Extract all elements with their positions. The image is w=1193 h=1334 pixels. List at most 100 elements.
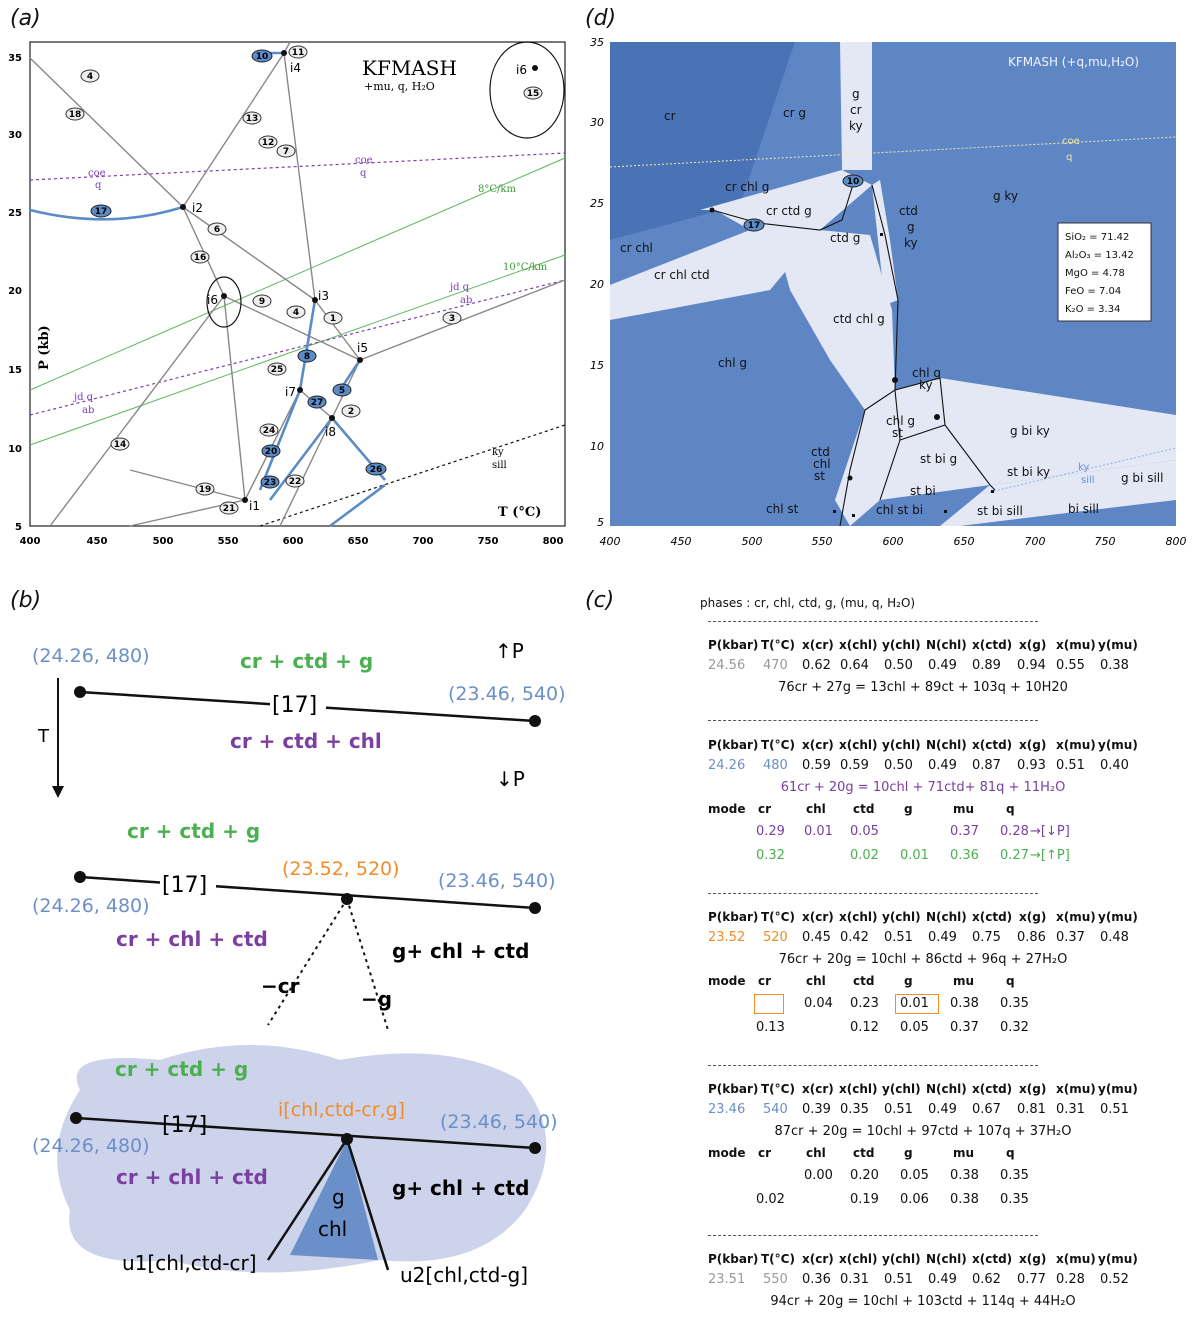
- marker-25: 25: [268, 363, 286, 375]
- d-xtick-600: 600: [883, 535, 904, 548]
- a-ytick-10: 10: [8, 444, 22, 455]
- marker-9: 9: [253, 295, 271, 307]
- field-ky2: ky: [904, 236, 918, 250]
- c-phases: phases : cr, chl, ctd, g, (mu, q, H₂O): [700, 596, 915, 610]
- a-xtick-600: 600: [283, 536, 304, 547]
- a-xtick-400: 400: [20, 536, 41, 547]
- ab-label: ab: [460, 295, 472, 306]
- marker-18: 18: [66, 108, 84, 120]
- comp-k2o: K₂O = 3.34: [1065, 304, 1120, 315]
- b3-inv-label: i[chl,ctd-cr,g]: [278, 1099, 405, 1121]
- panel-a-title: KFMASH: [362, 56, 457, 80]
- b3-pt1: (24.26, 480): [32, 1135, 150, 1157]
- marker-21: 21: [220, 502, 238, 514]
- c-block-3: P(kbar) T(°C) x(cr) x(chl) y(chl) N(chl) x(ctd…: [708, 910, 1138, 1044]
- field-stbig: st bi g: [920, 452, 957, 466]
- svg-text:21: 21: [223, 504, 236, 514]
- svg-text:18: 18: [69, 110, 82, 120]
- gradient-10: 10°C/km: [503, 262, 548, 273]
- svg-text:25: 25: [271, 365, 284, 375]
- panel-a-ylabel: P (kb): [37, 325, 52, 370]
- d-ytick-35: 35: [590, 36, 604, 49]
- field-gbisill: g bi sill: [1121, 471, 1163, 485]
- field-crchlg: cr chl g: [725, 180, 769, 194]
- field-crctdg: cr ctd g: [766, 204, 812, 218]
- b3-gchlctd: g+ chl + ctd: [392, 1176, 529, 1200]
- a-xtick-750: 750: [478, 536, 499, 547]
- c-mode-header-4: mode cr chl ctd g mu q: [708, 1146, 1138, 1168]
- d-ytick-20: 20: [590, 278, 604, 291]
- svg-text:14: 14: [114, 440, 127, 450]
- svg-text:24: 24: [263, 426, 276, 436]
- jdq-label-left: jd q: [73, 392, 94, 403]
- field-ky3: ky: [919, 378, 933, 392]
- q-label: q: [360, 168, 367, 179]
- d-xtick-650: 650: [954, 535, 975, 548]
- c-mode-row-3b: 0.13 0.12 0.05 0.37 0.32: [708, 1020, 1138, 1044]
- b3-u1: u1[chl,ctd-cr]: [122, 1251, 257, 1275]
- b3-u2: u2[chl,ctd-g]: [400, 1263, 528, 1287]
- q-label-left: q: [95, 180, 102, 191]
- marker-23: 23: [261, 476, 279, 488]
- c-mode-row-2b: 0.32 0.02 0.01 0.36 0.27 →[↑P]: [708, 848, 1138, 872]
- b2-ptmid: (23.52, 520): [282, 858, 400, 880]
- svg-text:7: 7: [283, 147, 289, 157]
- coe-label: coe: [355, 155, 373, 166]
- d-coe-label: coe: [1062, 136, 1080, 147]
- panel-a-phase-diagram: i4 i2 i3 i5 i6 i7 i8 i1 i6 4 18 13 12 7 …: [0, 30, 575, 560]
- d-xtick-500: 500: [742, 535, 763, 548]
- field-gky: g ky: [993, 189, 1018, 203]
- svg-text:8: 8: [304, 352, 310, 362]
- gradient-8: 8°C/km: [478, 184, 516, 195]
- svg-text:26: 26: [370, 465, 383, 475]
- field-bisill: bi sill: [1068, 502, 1099, 516]
- inv-i2: i2: [192, 201, 203, 215]
- c-row-5: 23.51 550 0.36 0.31 0.51 0.49 0.62 0.77 0.28 0.52: [708, 1272, 1138, 1294]
- panel-d-title: KFMASH (+q,mu,H₂O): [1008, 55, 1139, 69]
- panel-a-xlabel: T (°C): [498, 505, 541, 520]
- a-ytick-5: 5: [15, 522, 22, 533]
- a-xtick-450: 450: [87, 536, 108, 547]
- panel-d-pseudosection: 10 17 KFMASH (+q,mu,H₂O) SiO₂ = 71.42 Al…: [580, 30, 1190, 560]
- c-reaction-1: 76cr + 27g = 13chl + 89ct + 103q + 10H20: [708, 680, 1138, 702]
- field-crchlctd: cr chl ctd: [654, 268, 710, 282]
- svg-text:19: 19: [199, 485, 212, 495]
- panel-b-label: (b): [10, 588, 41, 613]
- svg-text:4: 4: [87, 72, 93, 82]
- c-header-3: P(kbar) T(°C) x(cr) x(chl) y(chl) N(chl) x(ctd…: [708, 910, 1138, 930]
- inv-i6-box: i6: [516, 63, 527, 77]
- field-cr: cr: [664, 109, 676, 123]
- highlight-cr-box: [754, 994, 784, 1014]
- field-g: g: [852, 87, 860, 101]
- svg-text:22: 22: [289, 477, 302, 487]
- d-ytick-30: 30: [590, 116, 604, 129]
- panel-b-schematic: (24.26, 480) cr + ctd + g ↑P (23.46, 540…: [0, 620, 580, 1334]
- field-stbi: st bi: [910, 484, 936, 498]
- panel-c-label: (c): [585, 588, 614, 613]
- d-xtick-400: 400: [600, 535, 621, 548]
- inv-i1: i1: [249, 499, 260, 513]
- b2-crctdg: cr + ctd + g: [127, 819, 260, 843]
- b1-pt1: (24.26, 480): [32, 645, 150, 667]
- a-xtick-650: 650: [348, 536, 369, 547]
- b3-field-chl: chl: [318, 1217, 347, 1241]
- d-sill-label: sill: [1081, 475, 1095, 486]
- inv-i5: i5: [357, 341, 368, 355]
- d-q-label: q: [1066, 152, 1072, 163]
- c-block-5: P(kbar) T(°C) x(cr) x(chl) y(chl) N(chl) x(ctd…: [708, 1252, 1138, 1316]
- marker-4b: 4: [287, 306, 305, 318]
- c-block-1: P(kbar) T(°C) x(cr) x(chl) y(chl) N(chl) x(ctd…: [708, 638, 1138, 702]
- marker-24: 24: [260, 424, 278, 436]
- b2-gchlctd: g+ chl + ctd: [392, 939, 529, 963]
- b2-pt1: (24.26, 480): [32, 895, 150, 917]
- marker-4: 4: [81, 70, 99, 82]
- svg-text:13: 13: [246, 114, 259, 124]
- c-header-5: P(kbar) T(°C) x(cr) x(chl) y(chl) N(chl) x(ctd…: [708, 1252, 1138, 1272]
- inv-i7: i7: [285, 385, 296, 399]
- c-reaction-4: 87cr + 20g = 10chl + 97ctd + 107q + 37H₂…: [708, 1124, 1138, 1146]
- svg-text:10: 10: [256, 52, 269, 62]
- svg-text:16: 16: [194, 253, 207, 263]
- a-ytick-25: 25: [8, 208, 22, 219]
- c-reaction-2: 61cr + 20g = 10chl + 71ctd+ 81q + 11H₂O: [708, 780, 1138, 802]
- c-row-1: 24.56 470 0.62 0.64 0.50 0.49 0.89 0.94 0.55 0.38: [708, 658, 1138, 680]
